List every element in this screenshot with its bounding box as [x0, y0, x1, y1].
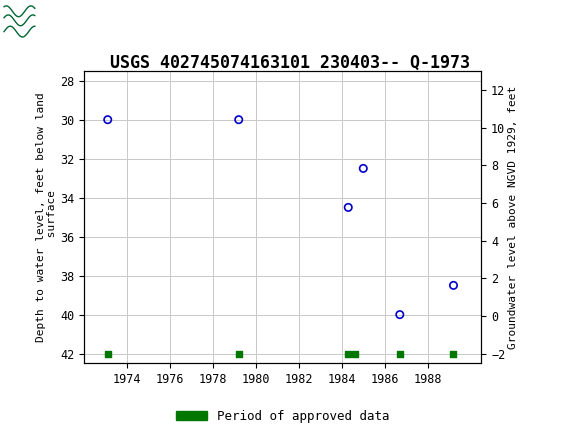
- FancyBboxPatch shape: [3, 3, 78, 42]
- Text: USGS: USGS: [44, 14, 99, 31]
- Point: [343, 204, 353, 211]
- Point: [103, 116, 113, 123]
- Point: [395, 350, 404, 357]
- Point: [234, 116, 244, 123]
- Y-axis label: Groundwater level above NGVD 1929, feet: Groundwater level above NGVD 1929, feet: [508, 86, 518, 349]
- Y-axis label: Depth to water level, feet below land
 surface: Depth to water level, feet below land su…: [36, 92, 57, 342]
- Point: [103, 350, 113, 357]
- Point: [358, 165, 368, 172]
- Legend: Period of approved data: Period of approved data: [171, 405, 394, 428]
- Point: [449, 350, 458, 357]
- Point: [449, 282, 458, 289]
- Point: [350, 350, 360, 357]
- Text: USGS 402745074163101 230403-- Q-1973: USGS 402745074163101 230403-- Q-1973: [110, 53, 470, 71]
- Point: [234, 350, 244, 357]
- Point: [395, 311, 404, 318]
- Point: [343, 350, 353, 357]
